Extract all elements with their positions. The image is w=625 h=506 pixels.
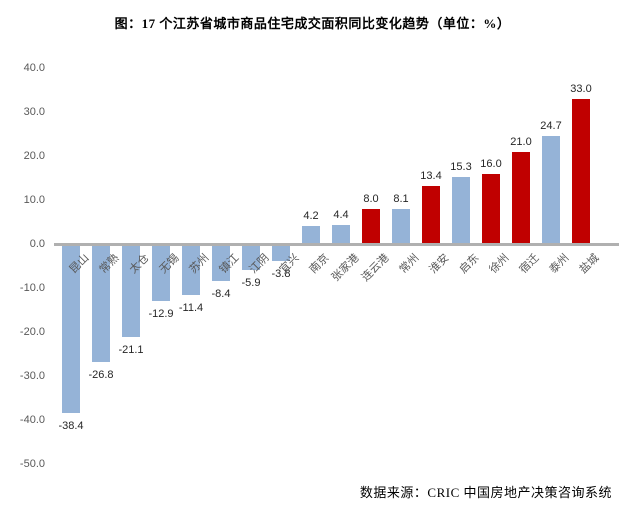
bar xyxy=(242,244,260,271)
bar-value-label: -21.1 xyxy=(118,344,144,357)
y-axis-tick-label: -20.0 xyxy=(19,325,45,338)
bar xyxy=(62,244,80,414)
bar xyxy=(572,99,590,245)
bar xyxy=(512,152,530,245)
bar xyxy=(272,244,290,262)
bar-value-label: -5.9 xyxy=(241,277,261,290)
bar-value-label: 21.0 xyxy=(510,136,532,149)
source-note: 数据来源：CRIC 中国房地产决策咨询系统 xyxy=(359,485,612,500)
bar-value-label: -3.8 xyxy=(271,268,291,281)
bar xyxy=(482,174,500,245)
bar xyxy=(392,208,410,245)
y-axis-tick-label: 30.0 xyxy=(23,105,45,118)
bar xyxy=(332,225,350,245)
bar-value-label: 15.3 xyxy=(450,161,472,174)
bar xyxy=(452,177,470,245)
bar-value-label: 4.4 xyxy=(333,209,349,222)
bar-value-label: -8.4 xyxy=(211,288,231,301)
bar-value-label: 8.1 xyxy=(393,192,409,205)
y-axis-tick-label: 0.0 xyxy=(29,237,45,250)
bar-value-label: 33.0 xyxy=(570,83,592,96)
y-axis-tick-label: -30.0 xyxy=(19,369,45,382)
bar xyxy=(182,244,200,295)
bar-value-label: 4.2 xyxy=(303,210,319,223)
bar xyxy=(152,244,170,302)
bar-value-label: -11.4 xyxy=(178,301,204,314)
bar xyxy=(212,244,230,282)
bar-value-label: 24.7 xyxy=(540,119,562,132)
y-axis-tick-label: 10.0 xyxy=(23,193,45,206)
bar xyxy=(422,185,440,245)
y-axis-tick-label: 20.0 xyxy=(23,149,45,162)
y-axis-tick-label: -40.0 xyxy=(19,413,45,426)
zero-axis-line xyxy=(54,243,619,246)
y-axis-tick-label: -10.0 xyxy=(19,281,45,294)
bar-value-label: -26.8 xyxy=(88,369,114,382)
bar xyxy=(362,209,380,245)
bar-value-label: -12.9 xyxy=(148,308,174,321)
y-axis-tick-label: -50.0 xyxy=(19,457,45,470)
bar-value-label: 16.0 xyxy=(480,158,502,171)
bar-value-label: -38.4 xyxy=(58,420,84,433)
bar xyxy=(122,244,140,338)
bar-value-label: 8.0 xyxy=(363,193,379,206)
chart-title: 图：17 个江苏省城市商品住宅成交面积同比变化趋势（单位：%） xyxy=(114,16,511,31)
bar xyxy=(302,226,320,245)
y-axis-tick-label: 40.0 xyxy=(23,61,45,74)
bar xyxy=(542,135,560,245)
bar xyxy=(92,244,110,363)
bar-value-label: 13.4 xyxy=(420,169,442,182)
